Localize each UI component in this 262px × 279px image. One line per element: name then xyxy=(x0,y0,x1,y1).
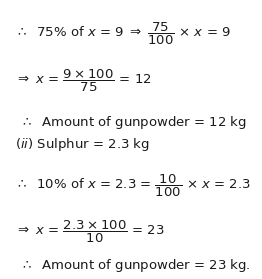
Text: $\therefore\;$ 10% of $x$ = 2.3 = $\dfrac{10}{100}$ $\times$ $x$ = 2.3: $\therefore\;$ 10% of $x$ = 2.3 = $\dfra… xyxy=(15,173,251,199)
Text: $\Rightarrow$ $x$ = $\dfrac{9\times100}{75}$ = 12: $\Rightarrow$ $x$ = $\dfrac{9\times100}{… xyxy=(15,68,152,94)
Text: $\therefore\;$ 75% of $x$ = 9 $\Rightarrow$ $\dfrac{75}{100}$ $\times$ $x$ = 9: $\therefore\;$ 75% of $x$ = 9 $\Rightarr… xyxy=(15,21,231,47)
Text: $\therefore\;$ Amount of gunpowder = 12 kg: $\therefore\;$ Amount of gunpowder = 12 … xyxy=(20,114,247,131)
Text: $(ii)$ Sulphur = 2.3 kg: $(ii)$ Sulphur = 2.3 kg xyxy=(15,136,150,153)
Text: $\Rightarrow$ $x$ = $\dfrac{2.3\times100}{10}$ = 23: $\Rightarrow$ $x$ = $\dfrac{2.3\times100… xyxy=(15,219,165,245)
Text: $\therefore\;$ Amount of gunpowder = 23 kg.: $\therefore\;$ Amount of gunpowder = 23 … xyxy=(20,257,251,274)
